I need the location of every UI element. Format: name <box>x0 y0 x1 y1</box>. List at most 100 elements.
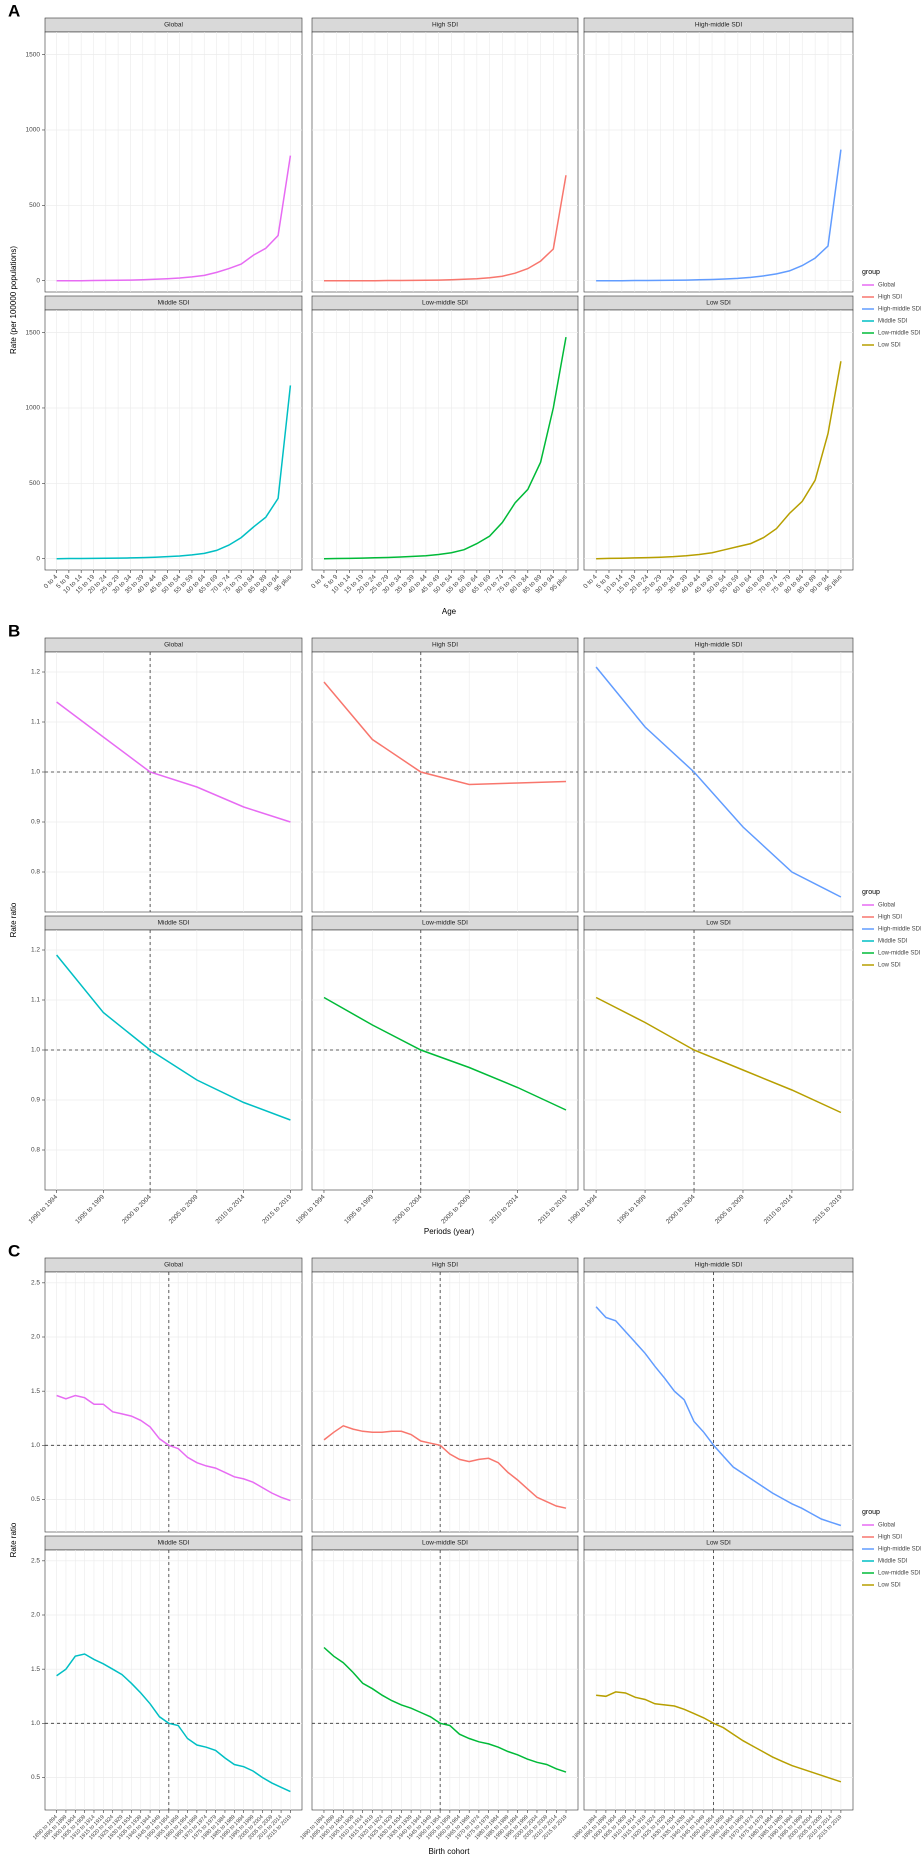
y-axis-title: Rate ratio <box>9 902 18 937</box>
y-tick-label: 1.2 <box>31 947 40 954</box>
legend-label: Low SDI <box>878 963 901 969</box>
series-line <box>595 666 842 898</box>
legend-label: Middle SDI <box>878 1559 908 1565</box>
x-tick-label: 2005 to 2009 <box>440 1193 472 1225</box>
x-tick-label: 2000 to 2004 <box>121 1193 153 1225</box>
x-tick-label: 1990 to 1994 <box>27 1193 59 1225</box>
strip-label: Global <box>164 1262 183 1269</box>
legend-label: Global <box>878 1523 895 1529</box>
strip-label: High-middle SDI <box>695 22 743 29</box>
panel <box>44 1271 303 1533</box>
legend-label: Middle SDI <box>878 939 908 945</box>
y-tick-label: 1500 <box>26 51 41 58</box>
y-tick-label: 2.0 <box>31 1612 40 1619</box>
series-line <box>595 996 842 1114</box>
strip-label: Low SDI <box>706 920 731 927</box>
y-tick-label: 2.5 <box>31 1558 40 1565</box>
legend-label: Low-middle SDI <box>878 1571 921 1577</box>
panel <box>311 31 579 293</box>
panel <box>583 31 854 293</box>
legend-label: High-middle SDI <box>878 307 921 313</box>
strip-label: Middle SDI <box>158 1540 190 1547</box>
y-tick-label: 1.1 <box>31 719 40 726</box>
x-tick-label: 2015 to 2019 <box>537 1193 569 1225</box>
legend-label: Global <box>878 283 895 289</box>
y-tick-label: 0.5 <box>31 1774 40 1781</box>
legend-label: High SDI <box>878 295 902 301</box>
x-tick-label: 2010 to 2014 <box>488 1193 520 1225</box>
x-tick-label: 2000 to 2004 <box>665 1193 697 1225</box>
panel <box>311 929 579 1191</box>
y-tick-label: 500 <box>29 202 40 209</box>
x-tick-label: 1995 to 1999 <box>74 1193 106 1225</box>
strip-label: High SDI <box>432 642 458 649</box>
y-tick-label: 0 <box>36 277 40 284</box>
series-line <box>56 954 291 1121</box>
y-axis-title: Rate (per 100000 populations) <box>9 246 18 354</box>
strip-label: High-middle SDI <box>695 642 743 649</box>
series-line <box>324 175 567 282</box>
series-line <box>596 361 842 560</box>
legend-label: Middle SDI <box>878 319 908 325</box>
y-tick-label: 2.0 <box>31 1334 40 1341</box>
legend-label: Low SDI <box>878 1583 901 1589</box>
series-line <box>323 1646 567 1773</box>
strip-label: Middle SDI <box>158 300 190 307</box>
legend-label: Low-middle SDI <box>878 331 921 337</box>
strip-label: High-middle SDI <box>695 1262 743 1269</box>
y-tick-label: 1.0 <box>31 1047 40 1054</box>
y-tick-label: 0.8 <box>31 1147 40 1154</box>
series-line <box>56 155 292 282</box>
panel-label: B <box>8 621 20 640</box>
series-line <box>596 1691 842 1783</box>
y-tick-label: 2.5 <box>31 1280 40 1287</box>
legend-label: Global <box>878 903 895 909</box>
strip-label: Low SDI <box>706 1540 731 1547</box>
panel <box>44 929 303 1191</box>
panel <box>583 309 854 571</box>
legend-label: Low SDI <box>878 343 901 349</box>
series-line <box>323 681 567 786</box>
y-tick-label: 1.0 <box>31 1442 40 1449</box>
strip-label: Global <box>164 22 183 29</box>
series-line <box>323 336 567 560</box>
y-tick-label: 1.5 <box>31 1666 40 1673</box>
series-line <box>323 996 567 1111</box>
y-tick-label: 0.9 <box>31 819 40 826</box>
x-tick-label: 1990 to 1994 <box>295 1193 327 1225</box>
strip-label: Middle SDI <box>158 920 190 927</box>
panel <box>583 1271 854 1533</box>
panel-label: C <box>8 1241 20 1260</box>
y-tick-label: 1.5 <box>31 1388 40 1395</box>
series-line <box>596 149 842 282</box>
legend-label: Low-middle SDI <box>878 951 921 957</box>
legend-title: group <box>862 269 880 276</box>
panel <box>311 1549 579 1811</box>
panel <box>44 1549 303 1811</box>
y-tick-label: 0 <box>36 555 40 562</box>
strip-label: Global <box>164 642 183 649</box>
x-tick-label: 2005 to 2009 <box>714 1193 746 1225</box>
x-tick-label: 2010 to 2014 <box>215 1193 247 1225</box>
x-tick-label: 2015 to 2019 <box>812 1193 844 1225</box>
legend-label: High SDI <box>878 1535 902 1541</box>
legend-label: High SDI <box>878 915 902 921</box>
x-tick-label: 2005 to 2009 <box>168 1193 200 1225</box>
panel <box>583 651 854 913</box>
y-tick-label: 1000 <box>26 405 41 412</box>
y-tick-label: 0.5 <box>31 1496 40 1503</box>
panel <box>44 651 303 913</box>
y-tick-label: 0.9 <box>31 1097 40 1104</box>
legend-title: group <box>862 1509 880 1516</box>
x-axis-title: Birth cohort <box>429 1847 471 1856</box>
x-tick-label: 1990 to 1994 <box>567 1193 599 1225</box>
strip-label: Low-middle SDI <box>422 1540 468 1547</box>
legend-title: group <box>862 889 880 896</box>
y-tick-label: 500 <box>29 480 40 487</box>
panel <box>583 1549 854 1811</box>
y-tick-label: 1500 <box>26 329 41 336</box>
panel-label: A <box>8 1 20 20</box>
y-tick-label: 0.8 <box>31 869 40 876</box>
y-tick-label: 1.1 <box>31 997 40 1004</box>
